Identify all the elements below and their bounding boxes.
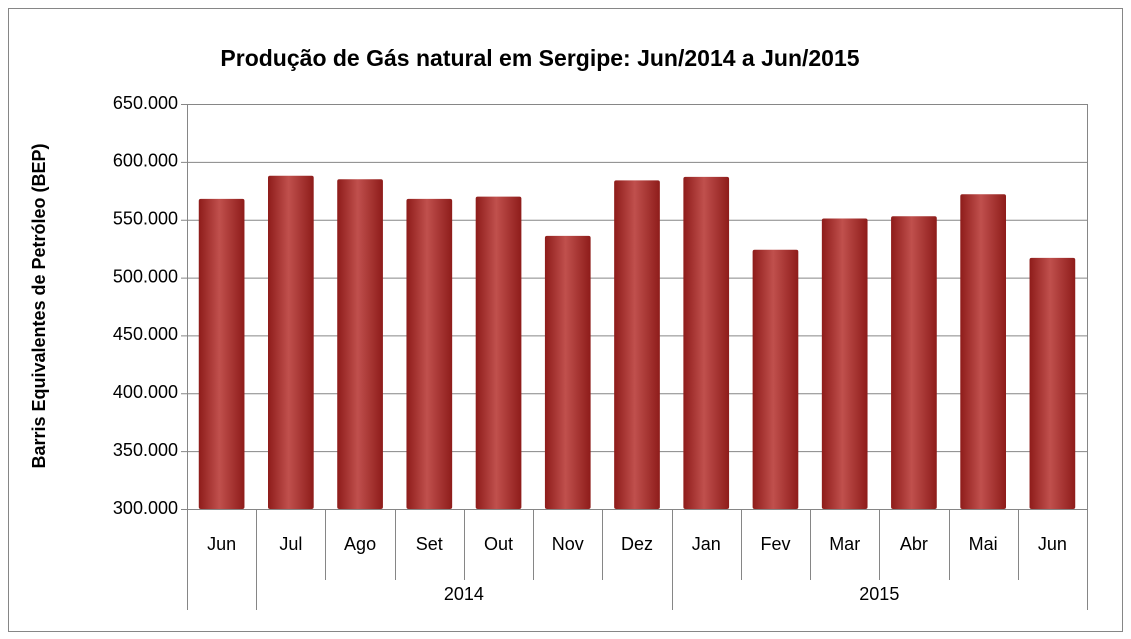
x-tick-label: Out <box>484 534 513 554</box>
x-tick-label: Fev <box>760 534 790 554</box>
bar <box>891 216 937 509</box>
x-tick-label: Jul <box>279 534 302 554</box>
x-tick-label: Jun <box>207 534 236 554</box>
y-axis-label: Barris Equivalentes de Petróleo (BEP) <box>29 143 49 468</box>
group-label: 2014 <box>444 584 484 604</box>
x-tick-label: Mai <box>969 534 998 554</box>
group-label: 2015 <box>859 584 899 604</box>
x-tick-label: Nov <box>552 534 584 554</box>
bar <box>475 196 522 510</box>
x-tick-label: Jun <box>1038 534 1067 554</box>
bar <box>614 180 660 509</box>
x-tick-label: Abr <box>900 534 928 554</box>
bar <box>406 198 453 509</box>
y-tick-label: 650.000 <box>113 93 178 113</box>
y-tick-label: 550.000 <box>113 208 178 228</box>
y-tick-label: 350.000 <box>113 440 178 460</box>
y-tick-label: 400.000 <box>113 382 178 402</box>
bar <box>1029 257 1076 509</box>
x-tick-label: Dez <box>621 534 653 554</box>
x-tick-label: Set <box>416 534 443 554</box>
bar <box>752 249 799 510</box>
bar <box>337 179 383 509</box>
y-tick-label: 450.000 <box>113 324 178 344</box>
y-tick-label: 300.000 <box>113 498 178 518</box>
y-tick-label: 600.000 <box>113 151 178 171</box>
bar <box>683 176 730 509</box>
x-tick-label: Mar <box>829 534 860 554</box>
y-tick-label: 500.000 <box>113 266 178 286</box>
bar <box>821 218 868 510</box>
bar <box>198 198 245 509</box>
bar <box>268 175 314 509</box>
bar <box>960 194 1006 509</box>
bar <box>544 235 591 509</box>
x-tick-label: Ago <box>344 534 376 554</box>
x-tick-label: Jan <box>692 534 721 554</box>
chart-title: Produção de Gás natural em Sergipe: Jun/… <box>220 45 859 71</box>
